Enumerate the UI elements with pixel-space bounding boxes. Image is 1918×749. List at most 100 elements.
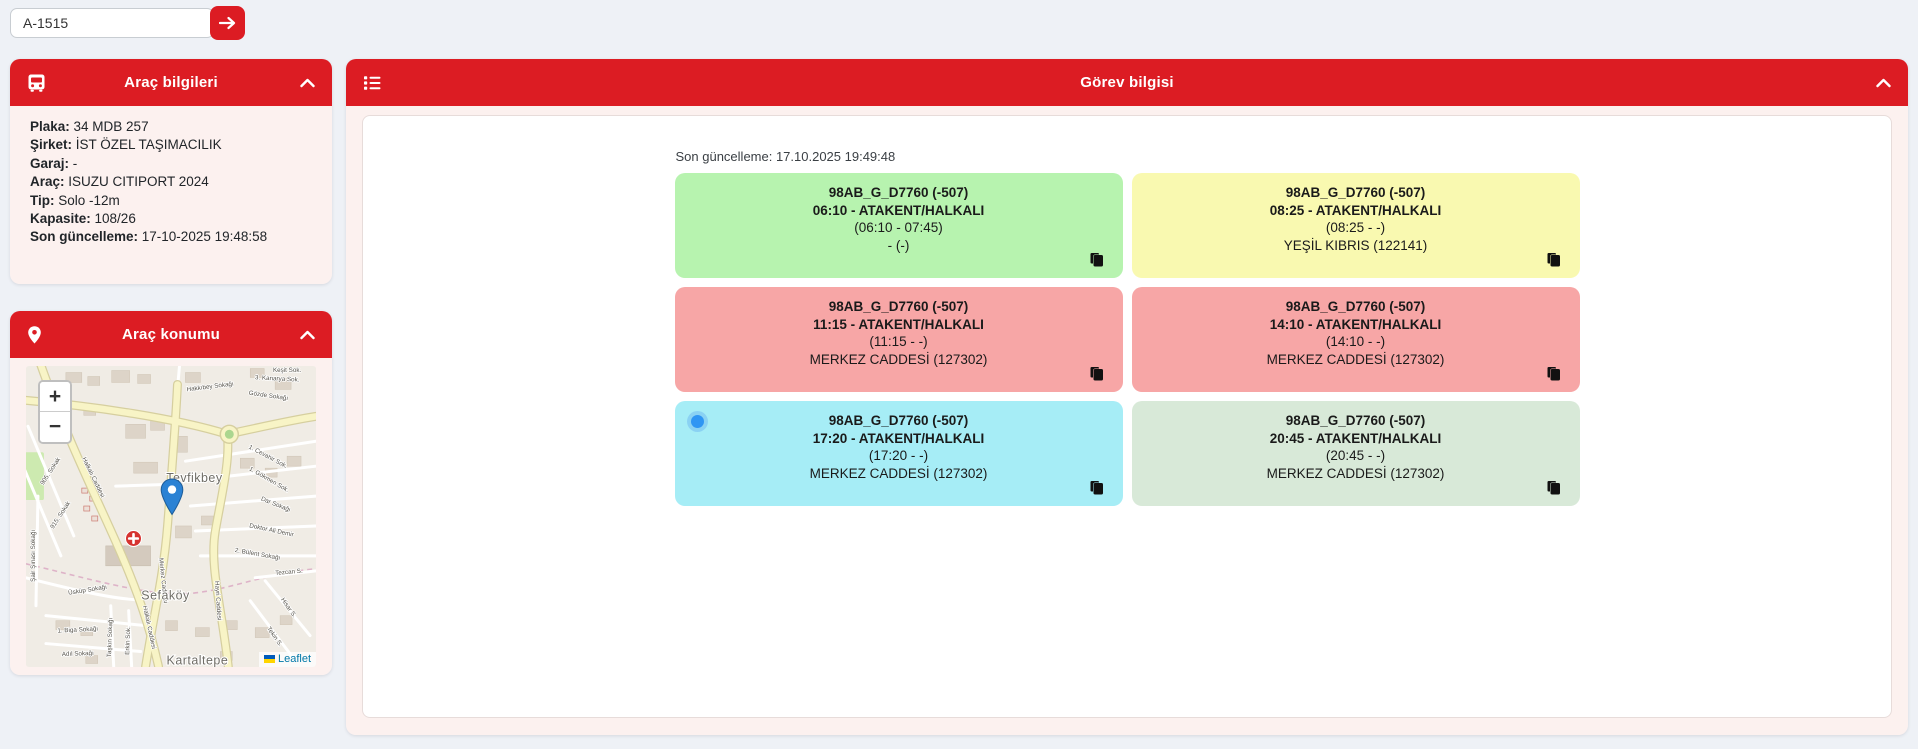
map-street-label: 3. Kanarya Sok. — [255, 374, 300, 383]
card-trip-title: 14:10 - ATAKENT/HALKALI — [1269, 316, 1442, 332]
ukraine-flag-icon — [263, 655, 275, 663]
map-place-label: Kartaltepe — [167, 653, 229, 667]
vehicle-field-value: Solo -12m — [54, 192, 120, 208]
chevron-up-icon — [300, 78, 315, 87]
task-card[interactable]: 98AB_G_D7760 (-507) 11:15 - ATAKENT/HALK… — [674, 287, 1123, 392]
map-attribution: Leaflet — [258, 652, 316, 667]
chevron-up-icon — [300, 330, 315, 339]
task-list-card: Son güncelleme: 17.10.2025 19:49:48 98AB… — [362, 115, 1892, 718]
vehicle-field-row: Tip: Solo -12m — [30, 192, 312, 210]
chevron-up-icon — [1876, 78, 1891, 87]
vehicle-location-panel: Araç konumu — [10, 311, 332, 675]
map-street-label: Erkin Sok. — [124, 626, 132, 655]
vehicle-field-label: Garaj: — [30, 155, 70, 171]
task-info-header[interactable]: Görev bilgisi — [346, 59, 1908, 106]
vehicle-field-value: - — [69, 155, 78, 171]
vehicle-field-value: 34 MDB 257 — [69, 119, 149, 134]
vehicle-field-row: Şirket: İST ÖZEL TAŞIMACILIK — [30, 136, 312, 154]
copy-icon[interactable] — [1089, 480, 1104, 495]
zoom-out-button[interactable]: − — [40, 412, 70, 442]
card-stop-info: MERKEZ CADDESİ (127302) — [809, 351, 988, 367]
card-trip-title: 11:15 - ATAKENT/HALKALI — [813, 316, 984, 332]
vehicle-field-value: ISUZU CITIPORT 2024 — [64, 174, 209, 190]
map-zoom-control: + − — [38, 380, 72, 444]
card-route-code: 98AB_G_D7760 (-507) — [828, 185, 969, 200]
map-street-label: 1. Biga Sokağı — [57, 626, 98, 635]
card-trip-title: 08:25 - ATAKENT/HALKALI — [1269, 202, 1442, 218]
collapse-vehicle-location-button[interactable] — [298, 328, 317, 341]
task-info-panel: Görev bilgisi Son güncelleme: 17.10.2025… — [346, 59, 1908, 735]
vehicle-field-row: Araç: ISUZU CITIPORT 2024 — [30, 173, 312, 191]
map-street-label: Tezcan S. — [275, 568, 303, 577]
search-input[interactable] — [10, 8, 214, 38]
map-tiles: Hakkıbey Sokağı Gözde Sokağı 3. Kanarya … — [26, 366, 316, 667]
task-card[interactable]: 98AB_G_D7760 (-507) 08:25 - ATAKENT/HALK… — [1131, 173, 1580, 278]
vehicle-field-value: 108/26 — [90, 211, 136, 227]
vehicle-field-row: Kapasite: 108/26 — [30, 210, 312, 228]
vehicle-field-label: Tip: — [30, 192, 55, 208]
task-card[interactable]: 98AB_G_D7760 (-507) 06:10 - ATAKENT/HALK… — [674, 173, 1123, 278]
task-last-update: Son güncelleme: 17.10.2025 19:49:48 — [675, 149, 896, 164]
vehicle-location-body: Hakkıbey Sokağı Gözde Sokağı 3. Kanarya … — [10, 358, 332, 675]
search-submit-button[interactable] — [210, 6, 245, 40]
card-trip-title: 17:20 - ATAKENT/HALKALI — [812, 430, 985, 446]
card-time-range: (11:15 - -) — [869, 334, 928, 349]
bus-icon — [27, 73, 46, 92]
vehicle-info-title: Araç bilgileri — [124, 74, 218, 91]
map-street-label: Adıl Sokağı — [62, 650, 95, 658]
active-indicator-dot — [690, 415, 704, 428]
task-info-title: Görev bilgisi — [1080, 74, 1174, 91]
card-stop-info: YEŞİL KIBRIS (122141) — [1283, 237, 1428, 253]
arrow-right-icon — [219, 16, 236, 30]
card-time-range: (17:20 - -) — [868, 448, 929, 463]
vehicle-marker-pin[interactable] — [160, 478, 184, 521]
vehicle-field-row: Garaj: - — [30, 155, 312, 173]
card-stop-info: MERKEZ CADDESİ (127302) — [1266, 465, 1445, 481]
map-street-label: Şair Şınası Sokağı — [30, 530, 37, 582]
collapse-vehicle-info-button[interactable] — [298, 76, 317, 89]
vehicle-field-label: Şirket: — [30, 137, 73, 153]
hospital-marker-icon — [125, 530, 142, 552]
card-time-range: (08:25 - -) — [1325, 220, 1386, 235]
card-stop-info: - (-) — [887, 237, 910, 253]
leaflet-attribution-link[interactable]: Leaflet — [277, 653, 311, 665]
card-time-range: (14:10 - -) — [1325, 334, 1386, 349]
vehicle-info-panel: Araç bilgileri Plaka: 34 MDB 257 Şirket:… — [10, 59, 332, 284]
vehicle-location-title: Araç konumu — [121, 326, 221, 343]
task-card[interactable]: 98AB_G_D7760 (-507) 14:10 - ATAKENT/HALK… — [1131, 287, 1580, 392]
vehicle-location-header[interactable]: Araç konumu — [10, 311, 332, 358]
card-route-code: 98AB_G_D7760 (-507) — [1285, 413, 1426, 428]
map-street-label: Hayri Caddesi — [213, 581, 223, 621]
task-card-grid: 98AB_G_D7760 (-507) 06:10 - ATAKENT/HALK… — [674, 173, 1580, 506]
vehicle-field-row: Plaka: 34 MDB 257 — [30, 118, 312, 136]
card-stop-info: MERKEZ CADDESİ (127302) — [1266, 351, 1445, 367]
list-icon — [363, 75, 381, 91]
task-card[interactable]: 98AB_G_D7760 (-507) 20:45 - ATAKENT/HALK… — [1131, 401, 1580, 506]
vehicle-field-label: Araç: — [30, 174, 65, 190]
location-pin-icon — [27, 325, 42, 344]
vehicle-info-list: Plaka: 34 MDB 257 Şirket: İST ÖZEL TAŞIM… — [10, 106, 332, 284]
card-route-code: 98AB_G_D7760 (-507) — [828, 413, 969, 428]
copy-icon[interactable] — [1089, 252, 1104, 267]
card-route-code: 98AB_G_D7760 (-507) — [1285, 185, 1426, 200]
collapse-task-info-button[interactable] — [1874, 76, 1893, 89]
task-card[interactable]: 98AB_G_D7760 (-507) 17:20 - ATAKENT/HALK… — [674, 401, 1123, 506]
vehicle-field-value: 17-10-2025 19:48:58 — [138, 229, 268, 245]
map-street-label: Keşit Sok. — [273, 367, 301, 374]
vehicle-field-label: Son güncelleme: — [30, 229, 139, 245]
task-info-body: Son güncelleme: 17.10.2025 19:49:48 98AB… — [346, 106, 1908, 735]
copy-icon[interactable] — [1546, 366, 1561, 381]
vehicle-field-value: İST ÖZEL TAŞIMACILIK — [72, 137, 222, 153]
card-time-range: (20:45 - -) — [1325, 448, 1386, 463]
copy-icon[interactable] — [1546, 252, 1561, 267]
vehicle-info-header[interactable]: Araç bilgileri — [10, 59, 332, 106]
zoom-in-button[interactable]: + — [40, 382, 70, 412]
copy-icon[interactable] — [1546, 480, 1561, 495]
map-street-label: Taşkın Sokağı — [106, 617, 114, 657]
map-place-label: Sefaköy — [141, 589, 190, 603]
card-trip-title: 06:10 - ATAKENT/HALKALI — [812, 202, 985, 218]
card-route-code: 98AB_G_D7760 (-507) — [828, 299, 969, 314]
copy-icon[interactable] — [1089, 366, 1104, 381]
vehicle-field-row: Son güncelleme: 17-10-2025 19:48:58 — [30, 228, 312, 246]
leaflet-map[interactable]: Hakkıbey Sokağı Gözde Sokağı 3. Kanarya … — [26, 366, 316, 667]
